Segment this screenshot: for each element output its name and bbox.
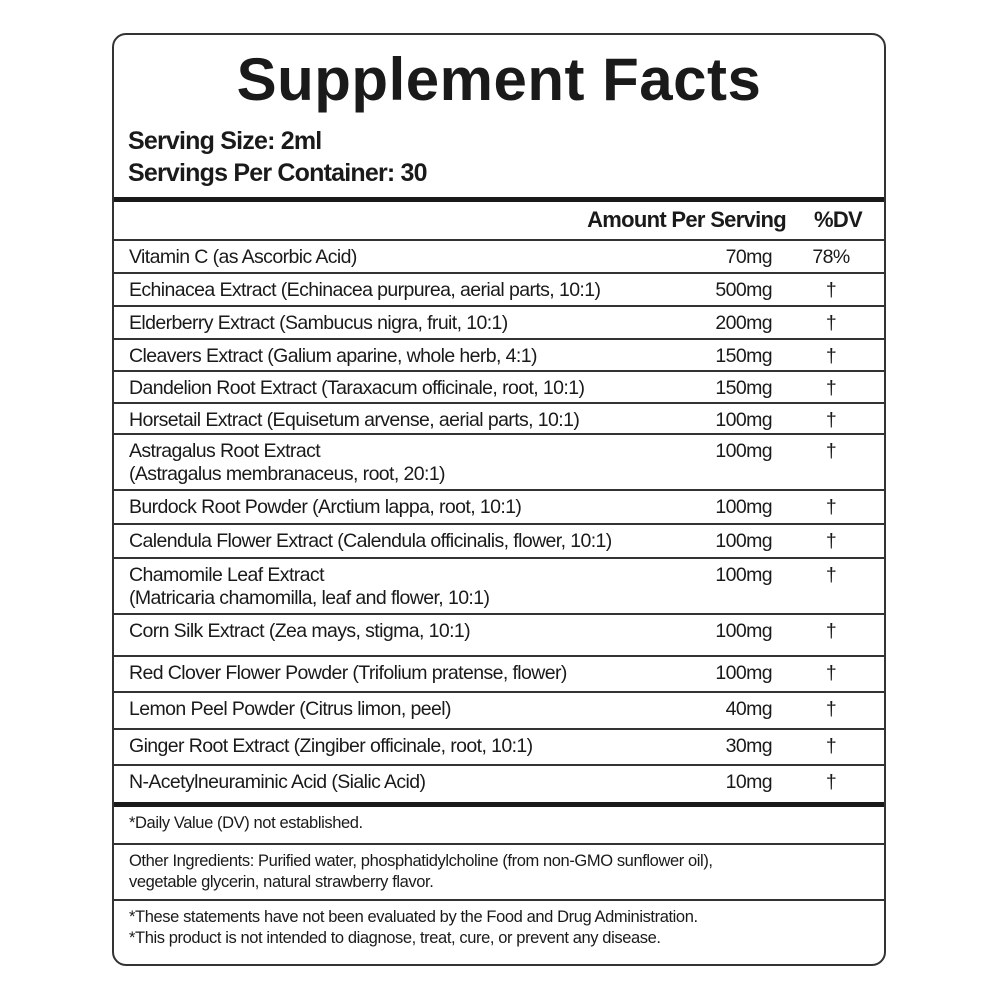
ingredient-dv: † [825, 279, 837, 301]
ingredient-amount: 100mg [715, 564, 772, 586]
ingredient-name: Elderberry Extract (Sambucus nigra, frui… [129, 312, 508, 335]
amount-header: Amount Per Serving [587, 207, 787, 232]
ingredient-name: Dandelion Root Extract (Taraxacum offici… [129, 377, 585, 400]
table-row: Horsetail Extract (Equisetum arvense, ae… [114, 402, 884, 433]
disclaimer-line: *These statements have not been evaluate… [129, 908, 698, 926]
ingredient-name-line: N-Acetylneuraminic Acid (Sialic Acid) [129, 771, 426, 793]
ingredient-name: Echinacea Extract (Echinacea purpurea, a… [129, 279, 601, 302]
ingredient-name-line: Vitamin C (as Ascorbic Acid) [129, 246, 357, 268]
ingredient-dv: † [825, 409, 837, 431]
ingredient-amount: 70mg [725, 246, 773, 268]
table-row: Chamomile Leaf Extract (Matricaria chamom… [114, 557, 884, 613]
table-row: Cleavers Extract (Galium aparine, whole … [114, 338, 884, 370]
ingredient-dv: † [825, 530, 837, 552]
ingredient-dv: † [825, 496, 837, 518]
ingredient-name-line: Calendula Flower Extract (Calendula offi… [129, 530, 612, 552]
table-row: Lemon Peel Powder (Citrus limon, peel) 40… [114, 691, 884, 728]
ingredient-name-line: Lemon Peel Powder (Citrus limon, peel) [129, 698, 451, 720]
table-row: Echinacea Extract (Echinacea purpurea, a… [114, 272, 884, 305]
ingredient-amount: 30mg [725, 735, 773, 757]
ingredient-name-line: Elderberry Extract (Sambucus nigra, frui… [129, 312, 508, 334]
ingredient-name-line: Ginger Root Extract (Zingiber officinale… [129, 735, 533, 757]
ingredient-name-line: (Matricaria chamomilla, leaf and flower,… [129, 587, 490, 609]
panel-title: Supplement Facts [236, 46, 762, 113]
ingredient-dv: † [825, 698, 837, 720]
ingredient-dv: † [825, 662, 837, 684]
ingredient-dv: † [825, 564, 837, 586]
table-row: N-Acetylneuraminic Acid (Sialic Acid) 10m… [114, 764, 884, 802]
ingredient-name-line: Corn Silk Extract (Zea mays, stigma, 10:… [129, 620, 471, 642]
ingredient-amount: 10mg [725, 771, 773, 793]
ingredient-amount: 150mg [715, 377, 772, 399]
ingredient-name-line: Horsetail Extract (Equisetum arvense, ae… [129, 409, 580, 431]
ingredient-name-line: Dandelion Root Extract (Taraxacum offici… [129, 377, 585, 399]
ingredient-name-line: Chamomile Leaf Extract [129, 564, 324, 586]
ingredient-name-line: (Astragalus membranaceus, root, 20:1) [129, 463, 446, 485]
ingredient-name: Corn Silk Extract (Zea mays, stigma, 10:… [129, 620, 471, 643]
footnote-text: *Daily Value (DV) not established. [129, 814, 363, 832]
table-row: Vitamin C (as Ascorbic Acid) 70mg 78% [114, 239, 884, 272]
supplement-facts-panel: Supplement Facts Serving Size: 2ml Servi… [112, 33, 886, 966]
table-row: Astragalus Root Extract (Astragalus membr… [114, 433, 884, 489]
ingredient-name: Lemon Peel Powder (Citrus limon, peel) [129, 698, 451, 721]
other-ingredients: Other Ingredients: Purified water, phosp… [114, 843, 884, 899]
ingredient-amount: 100mg [715, 440, 772, 462]
ingredient-dv: † [825, 735, 837, 757]
table-row: Ginger Root Extract (Zingiber officinale… [114, 728, 884, 764]
ingredient-dv: † [825, 440, 837, 462]
ingredient-amount: 100mg [715, 496, 772, 518]
table-row: Elderberry Extract (Sambucus nigra, frui… [114, 305, 884, 338]
other-ingredients-line: vegetable glycerin, natural strawberry f… [129, 873, 434, 891]
ingredient-amount: 40mg [725, 698, 773, 720]
ingredient-name: Red Clover Flower Powder (Trifolium prat… [129, 662, 567, 685]
ingredient-name: Vitamin C (as Ascorbic Acid) [129, 246, 357, 269]
ingredient-name-line: Cleavers Extract (Galium aparine, whole … [129, 345, 537, 367]
ingredient-name: Horsetail Extract (Equisetum arvense, ae… [129, 409, 580, 432]
ingredient-amount: 200mg [715, 312, 772, 334]
ingredient-name-line: Red Clover Flower Powder (Trifolium prat… [129, 662, 567, 684]
ingredient-dv: † [825, 312, 837, 334]
divider-thick [114, 802, 884, 807]
ingredient-name: Astragalus Root Extract (Astragalus membr… [129, 440, 446, 486]
table-row: Red Clover Flower Powder (Trifolium prat… [114, 655, 884, 691]
ingredient-amount: 100mg [715, 620, 772, 642]
disclaimer: *These statements have not been evaluate… [114, 899, 884, 959]
table-row: Calendula Flower Extract (Calendula offi… [114, 523, 884, 557]
ingredient-name: Cleavers Extract (Galium aparine, whole … [129, 345, 537, 368]
servings-per-container: Servings Per Container: 30 [128, 159, 428, 187]
ingredient-name-line: Astragalus Root Extract [129, 440, 321, 462]
table-row: Corn Silk Extract (Zea mays, stigma, 10:… [114, 613, 884, 655]
ingredient-amount: 100mg [715, 530, 772, 552]
ingredient-dv: 78% [812, 246, 850, 268]
ingredient-name-line: Echinacea Extract (Echinacea purpurea, a… [129, 279, 601, 301]
dv-header: %DV [813, 207, 863, 232]
ingredient-dv: † [825, 345, 837, 367]
table-row: Burdock Root Powder (Arctium lappa, root… [114, 489, 884, 523]
ingredient-dv: † [825, 771, 837, 793]
ingredient-name: Burdock Root Powder (Arctium lappa, root… [129, 496, 522, 519]
divider-thick [114, 197, 884, 202]
ingredient-name: Calendula Flower Extract (Calendula offi… [129, 530, 612, 553]
serving-size: Serving Size: 2ml [128, 127, 322, 155]
ingredient-dv: † [825, 377, 837, 399]
ingredient-name: Ginger Root Extract (Zingiber officinale… [129, 735, 533, 758]
ingredient-name-line: Burdock Root Powder (Arctium lappa, root… [129, 496, 522, 518]
ingredient-dv: † [825, 620, 837, 642]
ingredient-name: N-Acetylneuraminic Acid (Sialic Acid) [129, 771, 426, 794]
ingredient-amount: 100mg [715, 662, 772, 684]
table-header: Amount Per Serving %DV [114, 202, 884, 239]
ingredient-amount: 150mg [715, 345, 772, 367]
ingredient-amount: 500mg [715, 279, 772, 301]
disclaimer-line: *This product is not intended to diagnos… [129, 929, 661, 947]
footnote: *Daily Value (DV) not established. [114, 807, 884, 843]
ingredient-amount: 100mg [715, 409, 772, 431]
ingredient-name: Chamomile Leaf Extract (Matricaria chamom… [129, 564, 490, 610]
other-ingredients-line: Other Ingredients: Purified water, phosp… [129, 852, 713, 870]
table-row: Dandelion Root Extract (Taraxacum offici… [114, 370, 884, 402]
